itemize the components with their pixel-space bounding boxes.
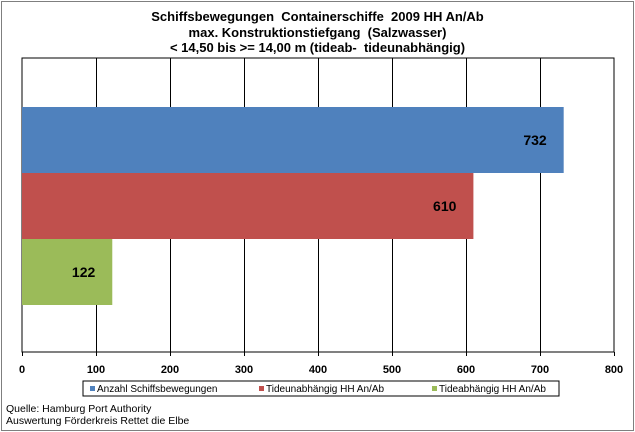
x-tick-label: 500 [383,364,401,376]
legend-swatch [90,386,95,391]
x-tick-label: 300 [235,364,253,376]
source-line-1: Quelle: Hamburg Port Authority [6,403,152,415]
bar [22,239,113,305]
chart-title-line-1: Schiffsbewegungen Containerschiffe 2009 … [151,9,484,24]
bar-value-label: 610 [433,198,457,214]
source-line-2: Auswertung Förderkreis Rettet die Elbe [6,415,190,427]
x-tick-label: 100 [87,364,105,376]
legend-box [82,380,560,397]
x-tick-label: 700 [531,364,549,376]
chart-title-line-2: max. Konstruktionstiefgang (Salzwasser) [188,25,447,40]
bar [22,173,474,239]
legend-swatch [432,386,437,391]
legend-swatch [259,386,264,391]
bar-value-label: 732 [523,132,547,148]
legend-label: Tideunabhängig HH An/Ab [266,384,384,395]
x-tick-label: 600 [457,364,475,376]
chart-title-line-3: < 14,50 bis >= 14,00 m (tideab- tideunab… [169,40,466,55]
legend-label: Tideabhängig HH An/Ab [439,384,546,395]
x-tick-label: 400 [309,364,327,376]
bar [22,107,564,173]
x-tick-label: 800 [605,364,623,376]
legend-label: Anzahl Schiffsbewegungen [97,384,217,395]
x-tick-label: 0 [19,364,25,376]
bar-value-label: 122 [72,264,96,280]
x-tick-label: 200 [161,364,179,376]
